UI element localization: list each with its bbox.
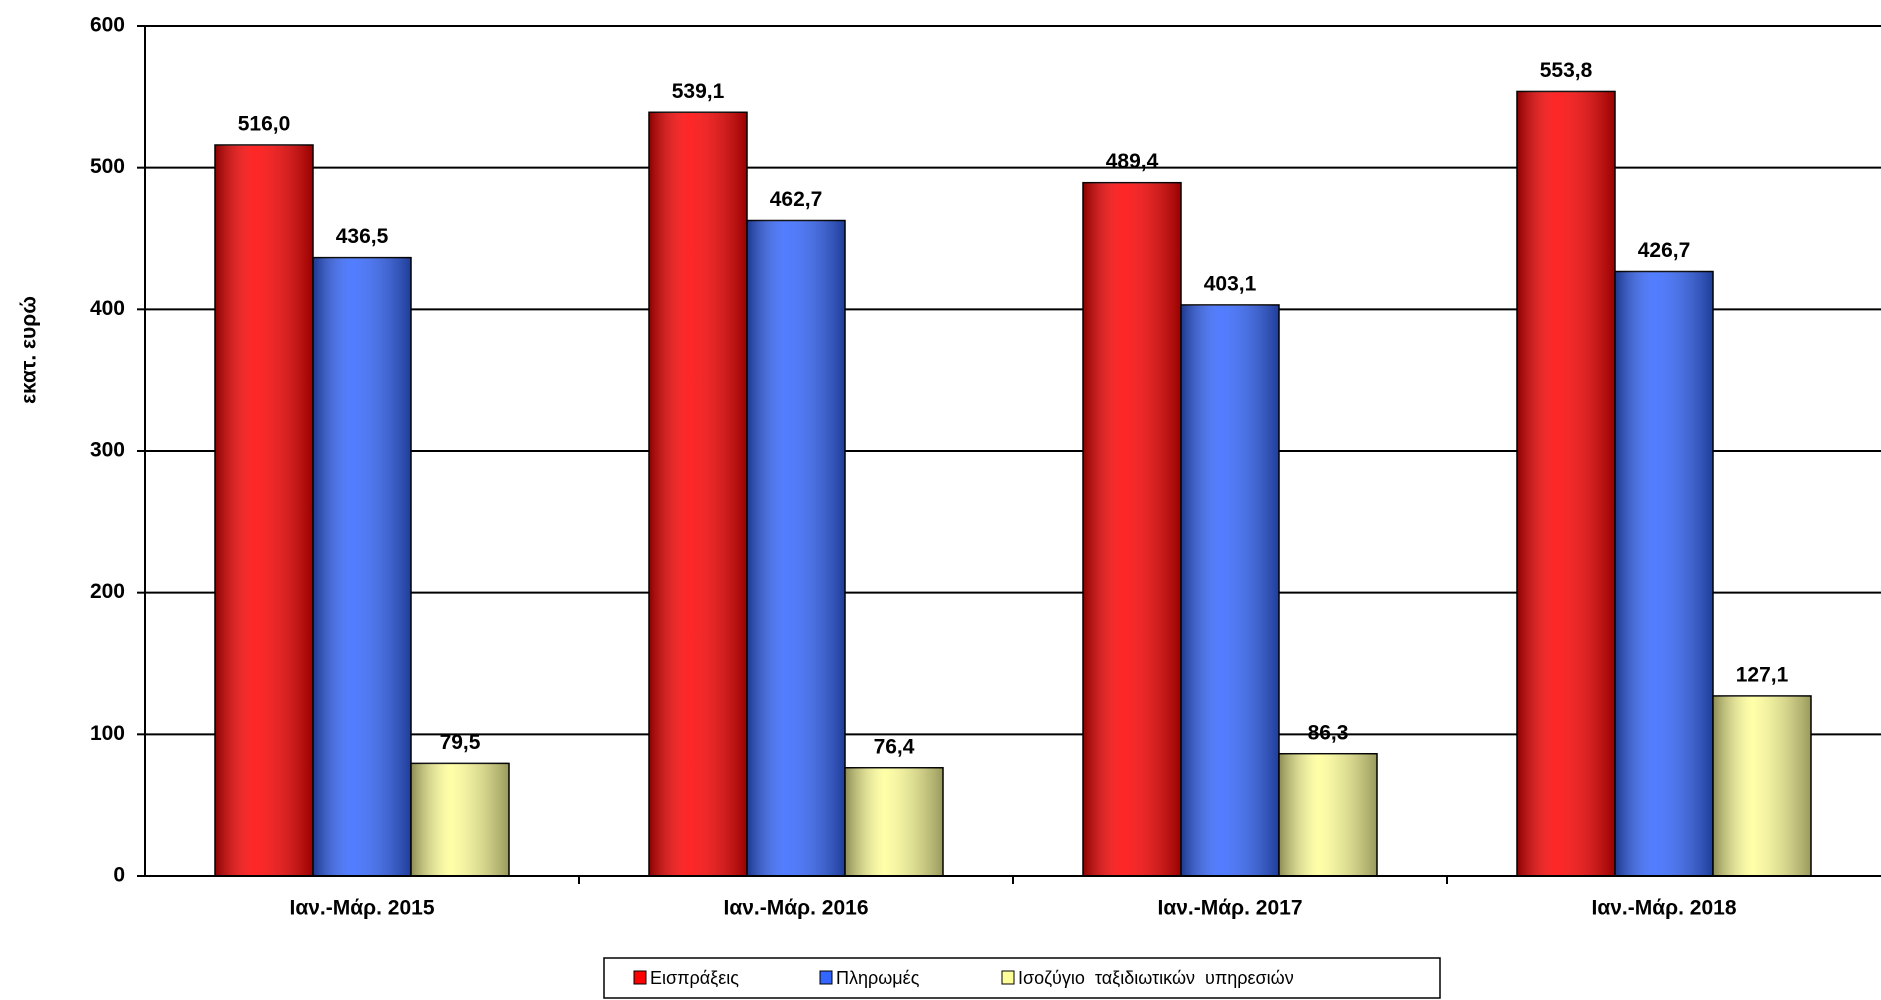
value-label: 489,4 — [1106, 150, 1159, 173]
bar — [410, 762, 510, 877]
bar — [1180, 304, 1280, 877]
value-label: 86,3 — [1308, 721, 1349, 744]
bar — [1516, 90, 1616, 877]
x-tick-label: Ιαν.-Μάρ. 2015 — [289, 897, 434, 920]
value-label: 426,7 — [1638, 239, 1691, 262]
bar — [1278, 752, 1378, 877]
y-tick-label: 100 — [90, 722, 125, 745]
bar — [1614, 270, 1714, 877]
value-label: 516,0 — [238, 113, 291, 136]
y-tick-label: 300 — [90, 439, 125, 462]
bar — [844, 767, 944, 877]
value-label: 553,8 — [1540, 59, 1593, 82]
x-tick-label: Ιαν.-Μάρ. 2017 — [1157, 897, 1302, 920]
bar — [1712, 695, 1812, 877]
bar — [648, 111, 748, 877]
value-label: 76,4 — [874, 735, 915, 758]
value-label: 539,1 — [672, 80, 725, 103]
y-tick-label: 200 — [90, 580, 125, 603]
y-tick-label: 400 — [90, 297, 125, 320]
value-label: 127,1 — [1736, 663, 1789, 686]
x-tick-label: Ιαν.-Μάρ. 2018 — [1591, 897, 1736, 920]
x-tick-label: Ιαν.-Μάρ. 2016 — [723, 897, 868, 920]
value-label: 403,1 — [1204, 272, 1257, 295]
legend-swatch — [819, 970, 833, 985]
value-label: 462,7 — [770, 188, 823, 211]
legend-swatch — [1001, 970, 1015, 985]
legend-box — [603, 957, 1441, 999]
y-tick-label: 500 — [90, 155, 125, 178]
y-tick-label: 0 — [113, 864, 125, 887]
legend-label: Πληρωμές — [836, 968, 920, 988]
legend-label: Ισοζύγιο ταξιδιωτικών υπηρεσιών — [1018, 968, 1294, 988]
bar — [746, 219, 846, 877]
y-axis-label: εκατ. ευρώ — [18, 296, 41, 404]
bar — [312, 256, 412, 877]
value-label: 79,5 — [440, 731, 481, 754]
legend-label: Εισπράξεις — [650, 968, 739, 988]
y-tick-label: 600 — [90, 14, 125, 37]
legend-swatch — [633, 970, 647, 985]
value-label: 436,5 — [336, 225, 389, 248]
bar — [214, 144, 314, 877]
bar — [1082, 181, 1182, 877]
